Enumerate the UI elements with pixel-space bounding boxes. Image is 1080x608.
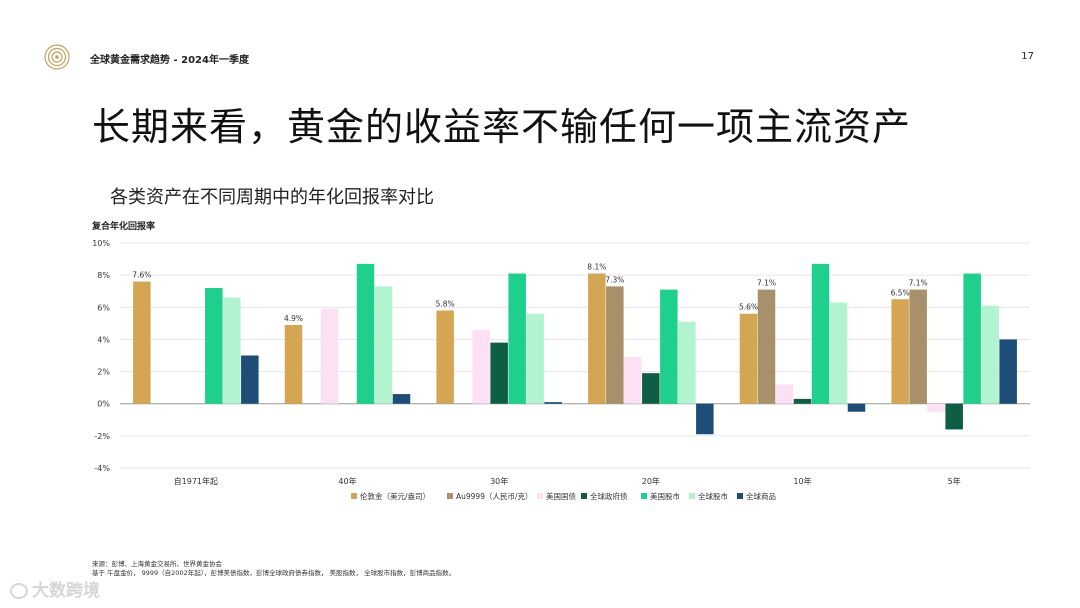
data-label: 7.3% [605,275,624,284]
bar [284,324,303,404]
chart-subtitle: 各类资产在不同周期中的年化回报率对比 [110,187,434,208]
x-tick-label: 自1971年起 [174,476,218,486]
bar [588,273,606,404]
y-tick-label: 6% [97,303,110,312]
bar [696,403,714,435]
x-tick-label: 10年 [793,476,811,486]
y-tick-label: -4% [94,464,110,473]
y-tick-label: 4% [97,335,110,344]
x-tick-label: 40年 [338,476,356,486]
y-tick-label: -2% [94,432,110,441]
report-title: 全球黄金需求趋势 - 2024年一季度 [90,55,249,66]
data-label: 7.6% [132,271,151,280]
data-label: 5.6% [739,303,758,312]
y-tick-label: 10% [92,239,110,248]
bar [775,384,794,404]
bar [945,403,963,430]
x-tick-label: 5年 [948,476,961,486]
bar [678,321,696,404]
y-tick-label: 0% [97,400,110,409]
bar [606,286,624,404]
bar [436,310,454,404]
data-label: 6.5% [891,288,910,297]
bar [660,289,678,404]
bar [133,281,151,404]
legend-swatch [581,493,587,499]
bar [793,398,812,404]
bar [739,313,758,404]
watermark-text: 大数跨境 [32,581,100,601]
page-headline: 长期来看，黄金的收益率不输任何一项主流资产 [92,105,912,149]
bar-chart: 复合年化回报率 -4% -2% 0% 2% 4% 6% 8% 10% 7.6% 自1971年起 4.9… [91,220,1030,501]
bar [526,313,544,404]
source-detail: 基于 午盘金价， 9999（自2002年起），彭博美债指数，彭博全球政府债券指数… [92,569,456,577]
bar [241,355,259,404]
data-label: 7.1% [757,279,776,288]
legend-label: Au9999（人民币/克） [456,492,533,501]
bar [356,263,375,404]
y-tick-label: 8% [97,271,110,280]
bar [472,329,490,404]
watermark: 大数跨境 [10,576,100,601]
bar [508,273,526,404]
legend-label: 美国股市 [650,491,680,501]
source-note: 来源：彭博、上海黄金交易所、世界黄金协会 [92,560,222,568]
data-label: 8.1% [587,263,606,272]
legend-label: 全球商品 [746,491,776,501]
legend-swatch [689,493,695,499]
bar [981,305,999,404]
legend-label: 全球股市 [698,491,728,501]
watermark-icon [10,583,28,599]
bar [829,302,848,404]
brand-logo-icon [44,44,70,70]
x-tick-label: 20年 [642,476,660,486]
bar [544,402,562,404]
legend-label: 伦敦金（美元/盎司） [360,491,430,501]
bar [891,299,909,404]
y-tick-label: 2% [97,368,110,377]
data-label: 4.9% [284,314,303,323]
bar [963,273,981,404]
bar [205,288,223,404]
bar [642,373,660,404]
bar [223,297,241,404]
bar [757,289,776,404]
bar [624,357,642,404]
bar [999,339,1017,404]
bar [847,403,866,412]
legend-swatch [737,493,743,499]
bar [811,263,830,404]
data-label: 5.8% [436,300,455,309]
legend-swatch [447,493,453,499]
legend-swatch [537,493,543,499]
x-tick-label: 30年 [490,476,508,486]
bar [392,394,411,404]
legend-label: 全球政府债 [590,491,628,501]
legend-label: 美国国债 [546,491,576,501]
bar [490,342,508,404]
bar [927,403,945,412]
bar [320,308,339,404]
data-label: 7.1% [909,279,928,288]
bar [909,289,927,404]
page-number: 17 [1021,51,1034,62]
legend-swatch [351,493,357,499]
bar [374,286,393,404]
legend-swatch [641,493,647,499]
y-axis-title: 复合年化回报率 [91,220,155,232]
